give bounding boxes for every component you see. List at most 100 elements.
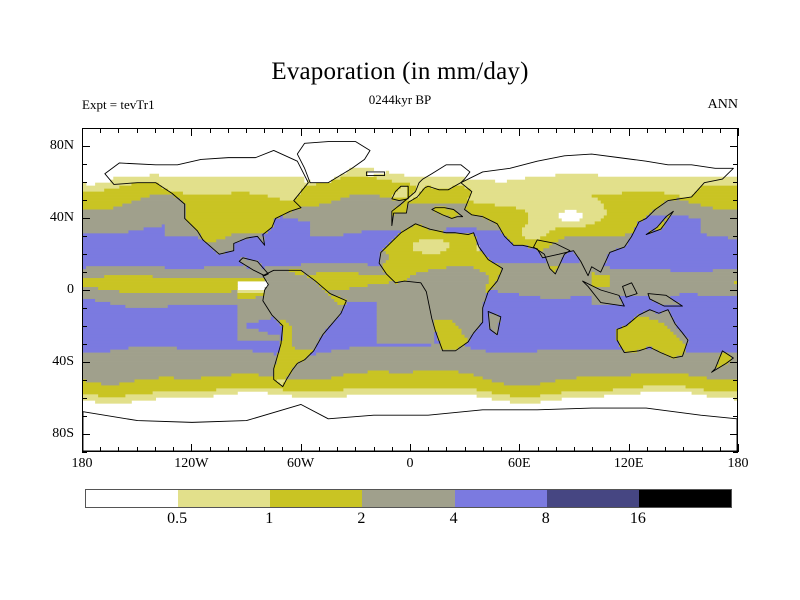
y-tick: [733, 398, 738, 399]
y-tick: [82, 380, 87, 381]
y-tick: [82, 326, 87, 327]
colorbar-band-2-4: [362, 490, 455, 507]
colorbar-band-05-1: [178, 490, 271, 507]
y-tick: [733, 416, 738, 417]
x-tick: [264, 128, 266, 133]
x-tick: [227, 128, 229, 133]
x-tick: [719, 128, 721, 133]
y-tick: [733, 254, 738, 255]
x-tick: [300, 128, 302, 136]
y-tick: [82, 398, 87, 399]
x-tick: [719, 447, 721, 452]
x-tick: [665, 447, 667, 452]
x-tick: [628, 444, 630, 452]
x-tick: [428, 447, 430, 452]
x-tick: [191, 444, 193, 452]
y-tick: [733, 200, 738, 201]
y-tick: [730, 218, 738, 219]
map-plot-area: [82, 128, 738, 452]
x-tick: [574, 128, 575, 133]
x-tick: [646, 128, 648, 133]
x-tick: [373, 128, 375, 133]
x-tick: [665, 128, 667, 133]
y-tick: [733, 182, 738, 183]
y-tick: [730, 362, 738, 363]
x-tick: [373, 447, 375, 452]
y-tick: [730, 290, 738, 291]
experiment-label: Expt = tevTr1: [82, 97, 155, 112]
x-tick: [391, 447, 393, 452]
x-tick: [446, 447, 448, 452]
x-tick: [410, 444, 411, 452]
x-tick: [701, 447, 703, 452]
x-axis-label-120W: 120W: [174, 456, 209, 471]
y-axis-label-40N: 40N: [49, 210, 74, 225]
x-tick: [391, 128, 393, 133]
y-tick: [82, 236, 87, 237]
x-tick: [738, 128, 739, 136]
x-tick: [209, 447, 211, 452]
x-tick: [555, 447, 557, 452]
y-axis-label-40S: 40S: [52, 354, 74, 369]
colorbar-tick-0.5: 0.5: [167, 510, 188, 527]
x-tick: [574, 447, 575, 452]
x-tick: [610, 128, 612, 133]
y-tick: [82, 272, 87, 273]
x-tick: [282, 128, 284, 133]
x-tick: [501, 128, 503, 133]
y-tick: [733, 128, 738, 129]
y-tick: [730, 434, 738, 435]
x-tick: [173, 128, 175, 133]
x-tick: [154, 128, 156, 133]
colorbar-tick-4: 4: [449, 510, 458, 527]
x-tick: [82, 128, 83, 136]
x-tick: [227, 447, 229, 452]
x-tick: [683, 447, 685, 452]
x-tick: [628, 128, 630, 136]
y-tick: [82, 218, 90, 219]
season-label: ANN: [707, 97, 738, 112]
x-tick: [446, 128, 448, 133]
x-axis-label-120E: 120E: [613, 456, 644, 471]
x-axis-label-60W: 60W: [287, 456, 315, 471]
x-tick: [646, 447, 648, 452]
x-tick: [173, 447, 175, 452]
colorbar-band-16: [638, 490, 731, 507]
y-tick: [733, 380, 738, 381]
coastlines: [83, 141, 737, 451]
colorbar-tick-8: 8: [541, 510, 550, 527]
y-tick: [82, 362, 90, 363]
x-tick: [482, 447, 484, 452]
colorbar-tick-2: 2: [357, 510, 366, 527]
x-tick: [154, 447, 156, 452]
x-tick: [136, 128, 138, 133]
x-tick: [701, 128, 703, 133]
x-axis-label-180: 180: [71, 456, 93, 471]
y-tick: [82, 146, 90, 147]
x-tick: [592, 447, 594, 452]
y-tick: [82, 452, 87, 453]
y-axis-label-80S: 80S: [52, 426, 74, 441]
x-tick: [300, 444, 302, 452]
x-tick: [337, 128, 339, 133]
x-tick: [118, 128, 120, 133]
x-tick: [355, 447, 357, 452]
colorbar-band-05: [86, 490, 179, 507]
x-tick: [501, 447, 503, 452]
y-tick: [730, 146, 738, 147]
x-tick: [482, 128, 484, 133]
evaporation-field: [83, 167, 737, 404]
y-tick: [733, 344, 738, 345]
x-tick: [464, 447, 466, 452]
x-tick: [282, 447, 284, 452]
y-tick: [82, 344, 87, 345]
x-tick: [428, 128, 430, 133]
colorbar-tick-1: 1: [265, 510, 274, 527]
x-tick: [464, 128, 466, 133]
y-tick: [733, 272, 738, 273]
colorbar-band-1-2: [270, 490, 363, 507]
y-tick: [733, 308, 738, 309]
x-tick: [136, 447, 138, 452]
y-tick: [82, 308, 87, 309]
